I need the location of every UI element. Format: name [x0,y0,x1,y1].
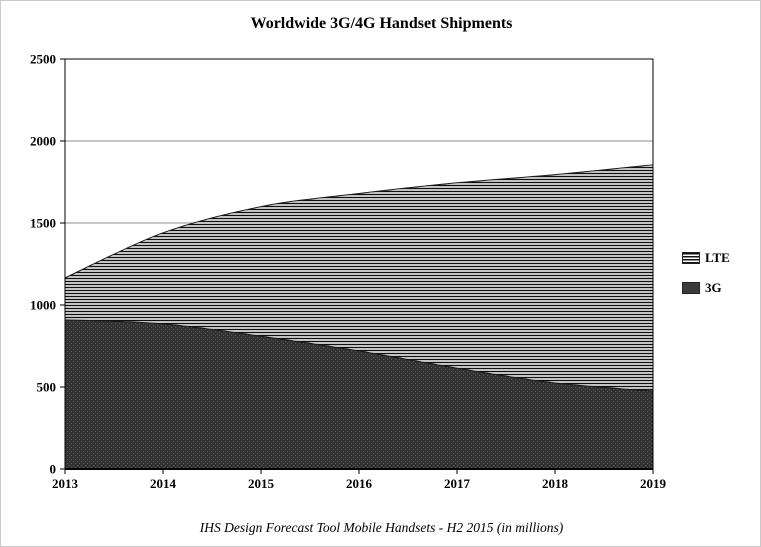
3g-swatch-icon [682,282,700,294]
x-tick-label: 2017 [444,476,471,491]
x-tick-label: 2016 [346,476,373,491]
legend-label-lte: LTE [705,250,730,265]
caption: IHS Design Forecast Tool Mobile Handsets… [199,520,564,535]
legend-item-lte: LTE [682,250,730,266]
y-tick-label: 1500 [30,216,56,231]
legend-item-3g: 3G [682,280,730,296]
y-tick-label: 0 [50,462,57,477]
y-tick-label: 2000 [30,134,56,149]
chart-title: Worldwide 3G/4G Handset Shipments [250,15,513,32]
x-tick-label: 2019 [640,476,667,491]
lte-swatch-icon [682,252,700,264]
x-tick-label: 2013 [52,476,79,491]
legend-label-3g: 3G [705,280,722,295]
x-tick-label: 2014 [150,476,177,491]
y-tick-label: 1000 [30,298,56,313]
y-tick-label: 500 [37,380,57,395]
y-tick-label: 2500 [30,52,56,67]
x-tick-label: 2018 [542,476,569,491]
legend: LTE 3G [682,250,730,296]
x-tick-label: 2015 [248,476,275,491]
